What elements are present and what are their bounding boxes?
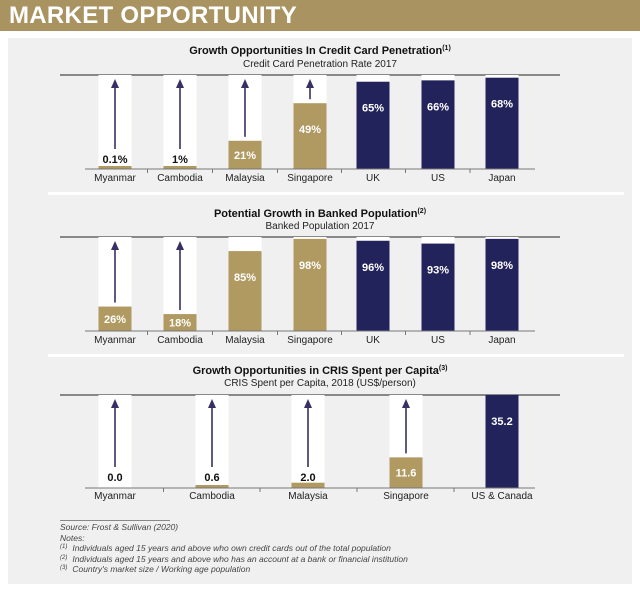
chart-subtitle: Credit Card Penetration Rate 2017 (243, 59, 397, 70)
category-label: US (431, 335, 445, 346)
chart-title-text: Potential Growth in Banked Population (214, 208, 418, 220)
chart-title: Growth Opportunities In Credit Card Pene… (189, 45, 451, 57)
category-label: Myanmar (94, 173, 136, 184)
chart-1: Growth Opportunities In Credit Card Pene… (48, 45, 624, 195)
note-1-text: Individuals aged 15 years and above who … (72, 543, 391, 554)
category-label: Myanmar (94, 491, 136, 502)
bar (293, 103, 327, 169)
growth-arrow-head (176, 79, 184, 88)
chart-2: Potential Growth in Banked Population(2)… (48, 208, 624, 357)
bar (421, 80, 455, 169)
category-label: Malaysia (225, 335, 265, 346)
bar (485, 395, 519, 488)
bar-value-label: 93% (427, 265, 449, 277)
category-label: Myanmar (94, 335, 136, 346)
category-label: UK (366, 173, 380, 184)
panel-separator (48, 354, 624, 357)
category-label: Japan (488, 173, 515, 184)
growth-arrow-head (402, 399, 410, 408)
category-label: Cambodia (189, 491, 235, 502)
chart-title-sup: (2) (417, 208, 426, 215)
bar (485, 238, 519, 331)
category-label: Japan (488, 335, 515, 346)
bar-value-label: 18% (169, 318, 191, 330)
note-3: (3) Country's market size / Working age p… (60, 564, 408, 575)
growth-arrow-head (241, 79, 249, 88)
bar (421, 243, 455, 331)
bar-value-label: 2.0 (300, 472, 315, 484)
chart-subtitle: CRIS Spent per Capita, 2018 (US$/person) (224, 378, 416, 389)
bar-value-label: 21% (234, 150, 256, 162)
growth-arrow-head (111, 79, 119, 88)
bar-value-label: 35.2 (491, 416, 512, 428)
bar-value-label: 68% (491, 99, 513, 111)
note-2-mark: (2) (60, 554, 68, 561)
footnote-rule (60, 520, 170, 521)
chart-3: Growth Opportunities in CRIS Spent per C… (60, 365, 560, 502)
note-1: (1) Individuals aged 15 years and above w… (60, 543, 408, 554)
bar-value-label: 85% (234, 272, 256, 284)
bar-value-label: 0.0 (107, 472, 122, 484)
header-banner: MARKET OPPORTUNITY (0, 0, 640, 31)
bar-value-label: 98% (299, 260, 321, 272)
category-label: Malaysia (225, 173, 265, 184)
bar (195, 485, 229, 488)
growth-arrow-head (111, 241, 119, 250)
source-note: Source: Frost & Sullivan (2020) (60, 522, 179, 532)
bar-value-label: 0.6 (204, 472, 219, 484)
growth-arrow-head (304, 399, 312, 408)
bar (389, 457, 423, 488)
category-label: Cambodia (157, 335, 203, 346)
bar-value-label: 26% (104, 314, 126, 326)
bar (485, 77, 519, 169)
category-label: US (431, 173, 445, 184)
footnotes: Source: Frost & Sullivan (2020) Notes: (… (60, 520, 408, 575)
chart-subtitle: Banked Population 2017 (266, 221, 375, 232)
panel-separator (48, 192, 624, 195)
chart-title-text: Growth Opportunities In Credit Card Pene… (189, 45, 442, 57)
chart-title: Potential Growth in Banked Population(2) (214, 208, 426, 220)
bar-value-label: 1% (172, 154, 188, 166)
category-label: Malaysia (288, 491, 328, 502)
notes-label: Notes: (60, 532, 85, 543)
category-label: Singapore (287, 173, 333, 184)
bar-value-label: 98% (491, 260, 513, 272)
bar-value-label: 96% (362, 262, 384, 274)
bar (228, 140, 262, 169)
note-2: (2) Individuals aged 15 years and above w… (60, 554, 408, 565)
chart-title: Growth Opportunities in CRIS Spent per C… (193, 365, 448, 377)
bar-value-label: 65% (362, 103, 384, 115)
growth-arrow-head (306, 79, 314, 88)
note-3-text: Country's market size / Working age popu… (72, 564, 251, 575)
bar (293, 238, 327, 331)
bar (228, 251, 262, 331)
chart-title-sup: (3) (439, 365, 448, 372)
category-label: US & Canada (471, 491, 533, 502)
category-label: UK (366, 335, 380, 346)
bar (98, 306, 132, 331)
chart-title-sup: (1) (442, 45, 451, 52)
category-label: Singapore (287, 335, 333, 346)
bar (163, 166, 197, 169)
bar (163, 314, 197, 331)
growth-arrow-head (208, 399, 216, 408)
growth-arrow-head (111, 399, 119, 408)
bar (356, 240, 390, 331)
bar-value-label: 0.1% (102, 154, 127, 166)
bar-value-label: 66% (427, 101, 449, 113)
note-2-text: Individuals aged 15 years and above who … (72, 553, 408, 564)
bar-value-label: 49% (299, 124, 321, 136)
growth-arrow-head (176, 241, 184, 250)
bar (356, 81, 390, 169)
category-label: Singapore (383, 491, 429, 502)
note-3-mark: (3) (60, 565, 68, 572)
bar (291, 482, 325, 488)
category-label: Cambodia (157, 173, 203, 184)
bar (98, 166, 132, 169)
bar-value-label: 11.6 (396, 468, 417, 480)
note-1-mark: (1) (60, 544, 68, 551)
page-title: MARKET OPPORTUNITY (9, 2, 298, 29)
chart-title-text: Growth Opportunities in CRIS Spent per C… (193, 365, 440, 377)
